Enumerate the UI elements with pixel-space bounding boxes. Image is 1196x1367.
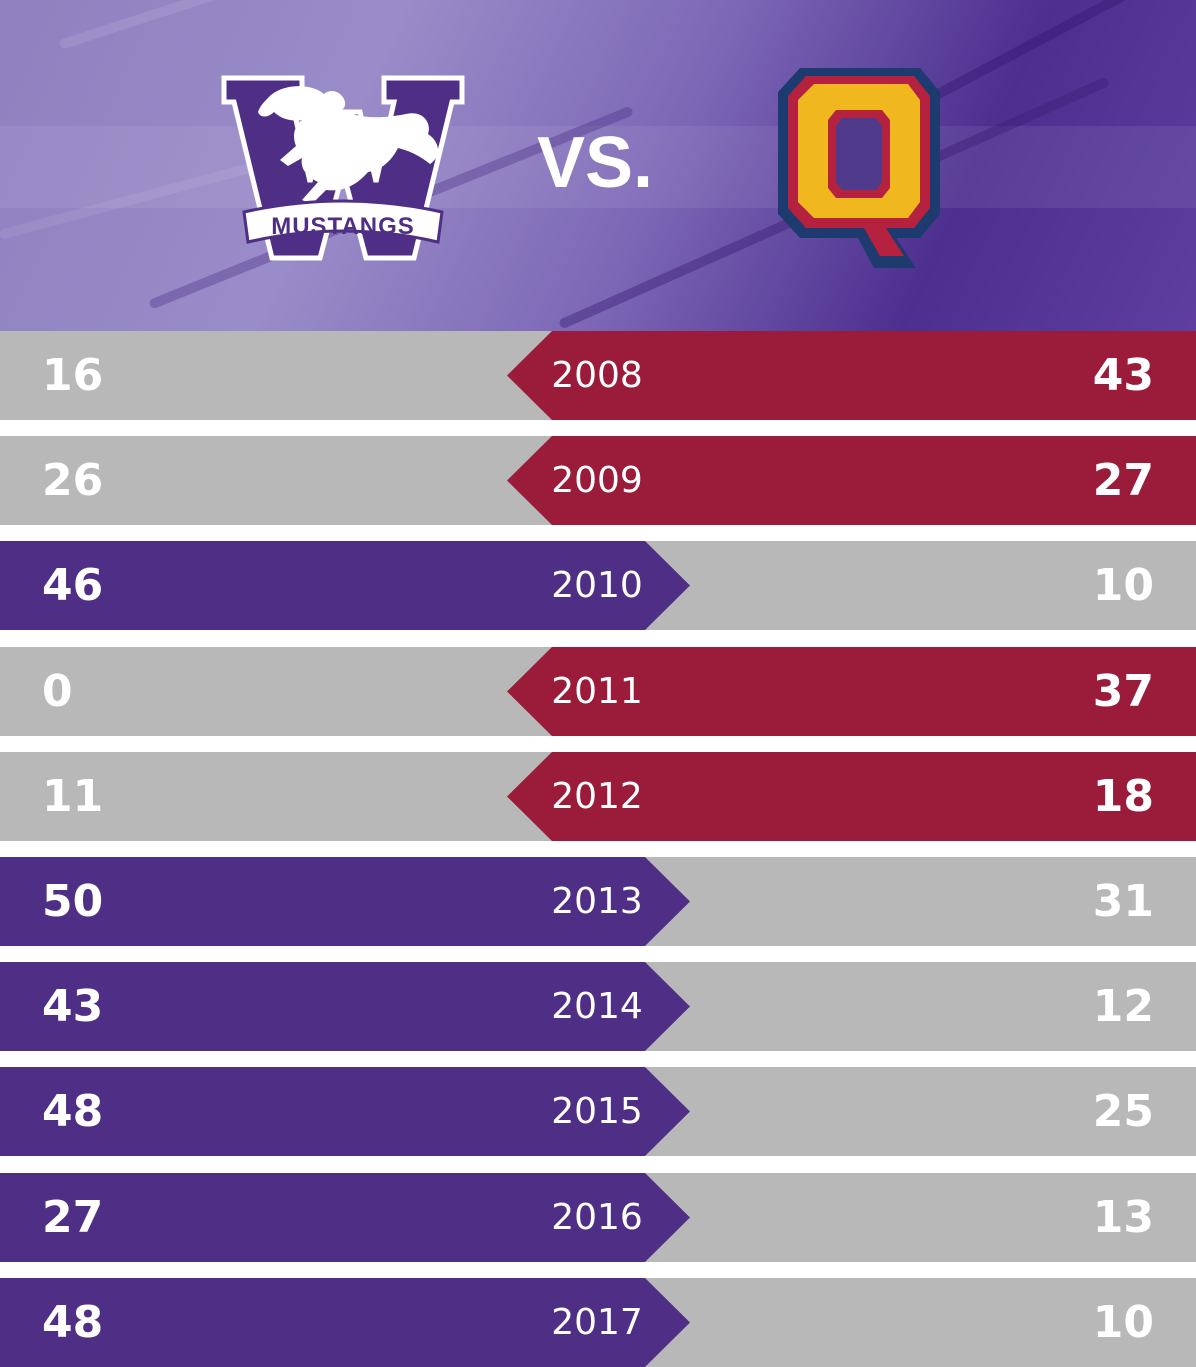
mustangs-logo: MUSTANGS xyxy=(218,72,468,264)
game-row: 48 2015 25 xyxy=(0,1067,1196,1156)
versus-label: VS. xyxy=(536,123,654,203)
season-year: 2015 xyxy=(551,1091,643,1132)
season-year: 2017 xyxy=(551,1302,643,1343)
queens-logo: Q xyxy=(770,58,946,274)
queens-score: 27 xyxy=(1092,455,1154,506)
mustangs-score: 48 xyxy=(42,1086,104,1137)
queens-score: 13 xyxy=(1092,1192,1154,1243)
queens-score: 25 xyxy=(1092,1086,1154,1137)
mustangs-win-bar xyxy=(0,1173,1196,1262)
queens-win-bar xyxy=(0,331,1196,420)
queens-score: 10 xyxy=(1092,1297,1154,1348)
mustangs-score: 50 xyxy=(42,876,104,927)
season-year: 2012 xyxy=(551,776,643,817)
mustangs-score: 0 xyxy=(42,666,73,717)
season-year: 2014 xyxy=(551,986,643,1027)
mustangs-score: 16 xyxy=(42,350,104,401)
mustangs-score: 27 xyxy=(42,1192,104,1243)
game-row: 43 2014 12 xyxy=(0,962,1196,1051)
game-row: 26 2009 27 xyxy=(0,436,1196,525)
game-row: 50 2013 31 xyxy=(0,857,1196,946)
mustangs-win-bar xyxy=(0,1067,1196,1156)
season-year: 2013 xyxy=(551,881,643,922)
season-year: 2008 xyxy=(551,355,643,396)
season-year: 2010 xyxy=(551,565,643,606)
season-year: 2011 xyxy=(551,671,643,712)
mustangs-win-bar xyxy=(0,1278,1196,1367)
header-banner: MUSTANGS VS. Q xyxy=(0,0,1196,331)
mustangs-logo-text: MUSTANGS xyxy=(271,213,415,240)
mustangs-win-bar xyxy=(0,857,1196,946)
game-row: 11 2012 18 xyxy=(0,752,1196,841)
queens-score: 43 xyxy=(1092,350,1154,401)
queens-score: 31 xyxy=(1092,876,1154,927)
queens-win-bar xyxy=(0,647,1196,736)
mustangs-win-bar xyxy=(0,541,1196,630)
game-row: 48 2017 10 xyxy=(0,1278,1196,1367)
game-row: 0 2011 37 xyxy=(0,647,1196,736)
game-row: 27 2016 13 xyxy=(0,1173,1196,1262)
mustangs-score: 48 xyxy=(42,1297,104,1348)
mustangs-score: 46 xyxy=(42,560,104,611)
queens-score: 10 xyxy=(1092,560,1154,611)
queens-win-bar xyxy=(0,752,1196,841)
mustangs-score: 43 xyxy=(42,981,104,1032)
queens-score: 37 xyxy=(1092,666,1154,717)
game-row: 46 2010 10 xyxy=(0,541,1196,630)
queens-score: 12 xyxy=(1092,981,1154,1032)
mustangs-score: 26 xyxy=(42,455,104,506)
game-row: 16 2008 43 xyxy=(0,331,1196,420)
queens-score: 18 xyxy=(1092,771,1154,822)
header-band xyxy=(0,126,1196,208)
season-year: 2016 xyxy=(551,1197,643,1238)
season-year: 2009 xyxy=(551,460,643,501)
horse-icon xyxy=(258,86,439,204)
mustangs-score: 11 xyxy=(42,771,104,822)
queens-win-bar xyxy=(0,436,1196,525)
paint-streak xyxy=(58,0,461,50)
mustangs-win-bar xyxy=(0,962,1196,1051)
